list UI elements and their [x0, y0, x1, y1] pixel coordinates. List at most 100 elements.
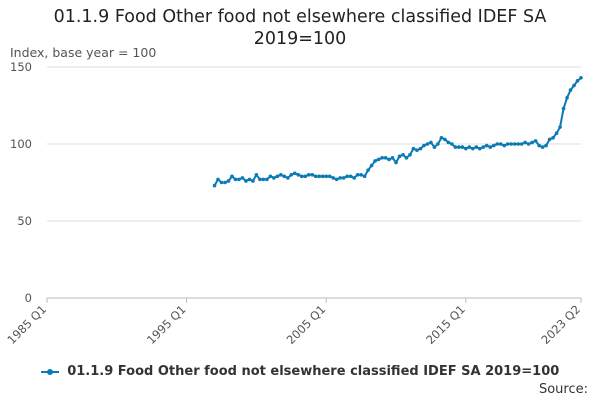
data-point: [348, 174, 353, 179]
data-point: [519, 142, 524, 146]
data-point: [481, 145, 486, 149]
data-point: [540, 145, 545, 149]
data-point: [537, 143, 541, 148]
data-point: [362, 174, 367, 179]
data-point: [512, 142, 517, 146]
x-tick-label: 1985 Q1: [4, 302, 49, 347]
data-point: [230, 174, 234, 179]
data-point: [530, 140, 534, 145]
chart-title: 01.1.9 Food Other food not elsewhere cla…: [0, 6, 600, 50]
data-point: [324, 174, 329, 179]
data-point: [418, 146, 423, 151]
data-point: [429, 140, 433, 145]
data-point: [450, 142, 454, 146]
x-tick-label: 1995 Q1: [144, 302, 189, 347]
legend-label: 01.1.9 Food Other food not elsewhere cla…: [67, 364, 560, 379]
chart-title-line-2: 2019=100: [253, 29, 347, 49]
data-point: [233, 177, 238, 182]
data-point: [474, 145, 479, 149]
data-point: [443, 137, 447, 142]
series-line: [213, 77, 582, 187]
data-point: [505, 142, 510, 146]
data-point: [282, 174, 287, 179]
source-label[interactable]: Source:: [538, 382, 588, 397]
legend-line-marker-icon: [40, 367, 59, 377]
data-point: [432, 145, 437, 149]
data-point: [279, 173, 283, 177]
data-point: [509, 142, 513, 146]
data-point: [471, 146, 475, 151]
data-point: [457, 145, 461, 149]
data-point: [390, 156, 395, 160]
data-point: [387, 157, 391, 162]
data-point: [383, 156, 388, 160]
data-point: [313, 174, 318, 179]
data-point: [334, 177, 339, 182]
data-point: [460, 145, 465, 149]
data-point: [502, 143, 507, 148]
data-point: [341, 176, 346, 180]
data-point: [547, 137, 552, 142]
data-point: [467, 145, 472, 149]
data-point: [258, 177, 262, 182]
data-point: [338, 176, 342, 180]
data-point: [495, 142, 500, 146]
data-point: [439, 136, 444, 140]
x-tick-label: 2005 Q1: [284, 302, 329, 347]
chart-title-line-1: 01.1.9 Food Other food not elsewhere cla…: [53, 7, 547, 27]
data-point: [380, 156, 384, 160]
data-point: [484, 143, 489, 148]
data-point: [523, 140, 527, 145]
data-point: [477, 146, 482, 151]
data-point: [261, 177, 266, 182]
data-point: [226, 179, 231, 183]
data-point: [575, 79, 580, 83]
data-point: [408, 152, 412, 157]
legend[interactable]: 01.1.9 Food Other food not elsewhere cla…: [0, 364, 600, 379]
series-layer: [212, 75, 583, 188]
data-point: [355, 173, 360, 177]
data-point: [579, 75, 583, 80]
data-point: [240, 176, 245, 180]
data-point: [254, 173, 259, 177]
x-tick-label: 2015 Q1: [423, 302, 468, 347]
y-tick-label: 100: [10, 137, 32, 151]
data-point: [247, 177, 252, 182]
data-point: [310, 173, 315, 177]
y-tick-label: 150: [10, 60, 32, 74]
data-point: [265, 177, 269, 182]
data-point: [436, 142, 440, 146]
axes: 0 50 100 150 1985 Q1 1995 Q1 2005 Q1 2015 Q1 202…: [4, 60, 583, 347]
data-point: [415, 148, 419, 152]
data-point: [411, 146, 416, 151]
data-point: [453, 145, 458, 149]
data-point: [425, 142, 430, 146]
data-point: [275, 174, 280, 179]
data-point: [446, 140, 451, 145]
y-tick-label: 0: [25, 291, 32, 305]
data-point: [219, 180, 224, 185]
data-point: [296, 173, 301, 177]
data-point: [359, 173, 363, 177]
data-point: [320, 174, 325, 179]
data-point: [464, 146, 468, 151]
data-point: [373, 159, 377, 163]
data-point: [272, 176, 276, 180]
data-point: [568, 88, 573, 92]
data-point: [551, 136, 555, 140]
data-point: [268, 174, 273, 179]
data-point: [516, 142, 520, 146]
data-point: [286, 176, 290, 180]
data-point: [212, 183, 217, 188]
data-point: [533, 139, 538, 143]
data-point: [317, 174, 322, 179]
data-point: [561, 106, 566, 111]
data-point: [376, 157, 381, 162]
data-point: [572, 83, 576, 88]
data-point: [498, 142, 503, 146]
data-point: [223, 180, 227, 185]
data-point: [397, 154, 402, 159]
data-point: [331, 176, 336, 180]
data-point: [554, 131, 559, 136]
